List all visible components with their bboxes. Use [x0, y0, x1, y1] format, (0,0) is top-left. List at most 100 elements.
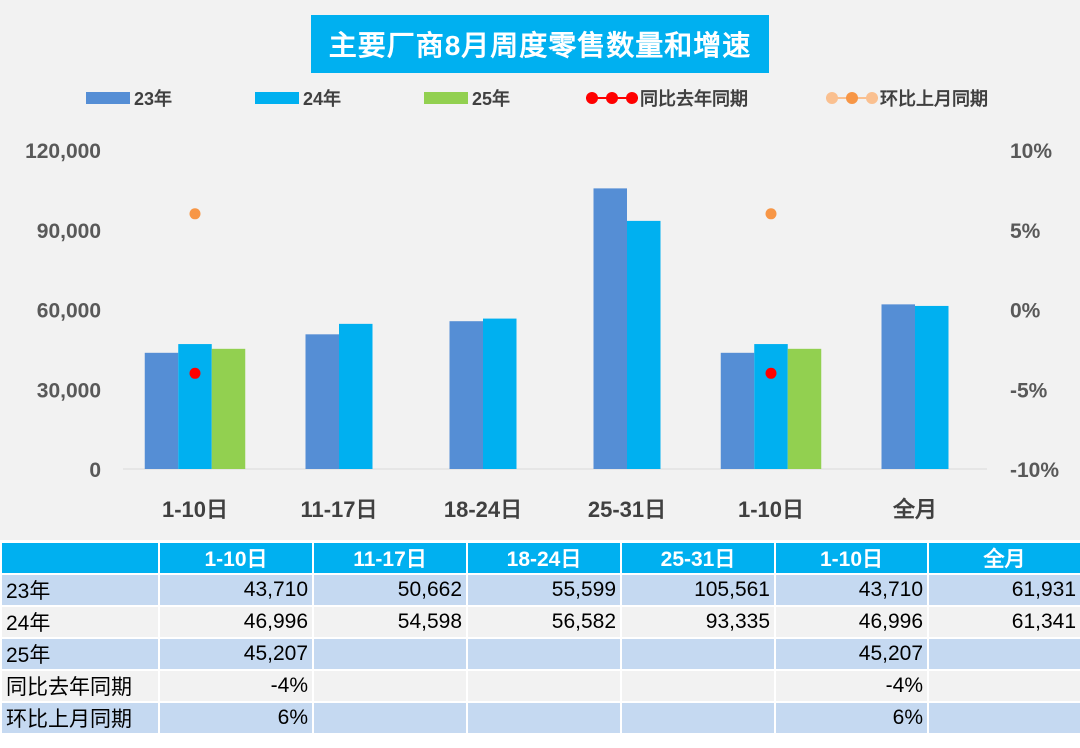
table-cell — [620, 637, 776, 671]
y-left-tick-label: 0 — [89, 459, 101, 482]
table-cell — [312, 669, 468, 703]
x-tick-label: 1-10日 — [162, 497, 228, 522]
table-header-cell: 全月 — [927, 541, 1080, 575]
table-header-cell: 1-10日 — [774, 541, 929, 575]
bar-24年-2 — [483, 318, 517, 469]
table-cell: 6% — [774, 701, 929, 735]
table-cell: -4% — [774, 669, 929, 703]
legend-label-mom: 环比上月同期 — [880, 89, 988, 109]
table-cell — [312, 637, 468, 671]
table-row-25: 25年 45,207 45,207 — [0, 637, 1080, 671]
bar-25年-4 — [787, 348, 822, 469]
bar-24年-5 — [915, 305, 949, 469]
table-header-row: 1-10日 11-17日 18-24日 25-31日 1-10日 全月 — [0, 541, 1080, 575]
table-cell: 50,662 — [312, 573, 468, 607]
table-header-cell: 18-24日 — [466, 541, 622, 575]
legend-label-23: 23年 — [134, 89, 173, 109]
table-row-yoy: 同比去年同期 -4% -4% — [0, 669, 1080, 703]
legend-label-25: 25年 — [472, 89, 511, 109]
table-cell: 61,341 — [927, 605, 1080, 639]
table-cell — [927, 701, 1080, 735]
table-cell: 93,335 — [620, 605, 776, 639]
table-header-cell: 1-10日 — [158, 541, 314, 575]
legend-label-24: 24年 — [303, 89, 342, 109]
legend-item-24: 24年 — [255, 82, 341, 114]
data-table: 1-10日 11-17日 18-24日 25-31日 1-10日 全月 23年 … — [0, 541, 1080, 735]
y-right-tick-label: 0% — [1010, 300, 1041, 323]
chart-title: 主要厂商8月周度零售数量和增速 — [311, 15, 769, 73]
chart-panel: 主要厂商8月周度零售数量和增速 23年 24年 25年 同比去年同期 — [0, 0, 1080, 540]
legend-marker-mom — [826, 91, 878, 105]
point-环比上月同期-4 — [765, 208, 777, 220]
y-left-tick-label: 120,000 — [25, 140, 101, 163]
legend-swatch-24 — [255, 92, 299, 104]
table-cell: 46,996 — [774, 605, 929, 639]
bar-23年-4 — [720, 352, 755, 469]
table-cell — [927, 669, 1080, 703]
table-row-24: 24年 46,996 54,598 56,582 93,335 46,996 6… — [0, 605, 1080, 639]
y-right-tick-label: 5% — [1010, 220, 1041, 243]
bar-24年-0 — [178, 344, 212, 469]
legend-item-mom: 环比上月同期 — [826, 82, 988, 114]
legend-item-23: 23年 — [86, 82, 172, 114]
table-cell: -4% — [158, 669, 314, 703]
table-cell: 45,207 — [774, 637, 929, 671]
x-tick-label: 25-31日 — [588, 497, 666, 522]
plot-area: 0 30,000 60,000 90,000 120,000 -10% -5% 0% 5% 10%… — [25, 140, 1059, 522]
table-cell: 61,931 — [927, 573, 1080, 607]
legend-item-25: 25年 — [424, 82, 510, 114]
bar-23年-3 — [593, 188, 627, 469]
y-left-tick-label: 90,000 — [37, 220, 101, 243]
row-label: 23年 — [0, 573, 160, 607]
table-cell: 43,710 — [774, 573, 929, 607]
x-tick-label: 全月 — [892, 497, 937, 522]
legend-label-yoy: 同比去年同期 — [640, 89, 748, 109]
bar-25年-0 — [211, 348, 246, 469]
x-tick-label: 18-24日 — [444, 497, 522, 522]
legend-item-yoy: 同比去年同期 — [586, 82, 748, 114]
point-同比去年同期-0 — [189, 367, 201, 379]
bar-24年-1 — [339, 323, 373, 469]
y-left-tick-label: 30,000 — [37, 379, 101, 402]
y-right-tick-label: 10% — [1010, 140, 1052, 163]
table-header-corner — [0, 541, 160, 575]
x-tick-label: 1-10日 — [738, 497, 804, 522]
legend: 23年 24年 25年 同比去年同期 环比上 — [0, 82, 1080, 114]
table-cell — [620, 701, 776, 735]
bar-23年-5 — [881, 304, 915, 469]
table-cell: 43,710 — [158, 573, 314, 607]
legend-swatch-25 — [424, 92, 468, 104]
table-header-cell: 11-17日 — [312, 541, 468, 575]
table-cell: 46,996 — [158, 605, 314, 639]
legend-marker-yoy — [586, 91, 638, 105]
table-row-mom: 环比上月同期 6% 6% — [0, 701, 1080, 735]
row-label: 同比去年同期 — [0, 669, 160, 703]
point-环比上月同期-0 — [189, 208, 201, 220]
row-label: 24年 — [0, 605, 160, 639]
legend-swatch-23 — [86, 92, 130, 104]
table-cell — [620, 669, 776, 703]
x-tick-label: 11-17日 — [300, 497, 377, 522]
bar-24年-3 — [627, 220, 661, 469]
bar-23年-2 — [449, 321, 483, 469]
y-right-tick-label: -5% — [1010, 379, 1048, 402]
table-cell — [466, 637, 622, 671]
y-right-tick-label: -10% — [1010, 459, 1059, 482]
row-label: 25年 — [0, 637, 160, 671]
table-cell: 6% — [158, 701, 314, 735]
y-left-tick-label: 60,000 — [37, 300, 101, 323]
point-同比去年同期-4 — [765, 367, 777, 379]
table-cell: 105,561 — [620, 573, 776, 607]
table-cell: 56,582 — [466, 605, 622, 639]
table-cell — [312, 701, 468, 735]
table-cell — [927, 637, 1080, 671]
bar-24年-4 — [754, 344, 788, 469]
table-header-cell: 25-31日 — [620, 541, 776, 575]
bar-23年-0 — [144, 352, 179, 469]
table-row-23: 23年 43,710 50,662 55,599 105,561 43,710 … — [0, 573, 1080, 607]
table-cell — [466, 669, 622, 703]
table-cell: 54,598 — [312, 605, 468, 639]
table-cell: 45,207 — [158, 637, 314, 671]
table-cell — [466, 701, 622, 735]
bar-23年-1 — [305, 334, 339, 469]
